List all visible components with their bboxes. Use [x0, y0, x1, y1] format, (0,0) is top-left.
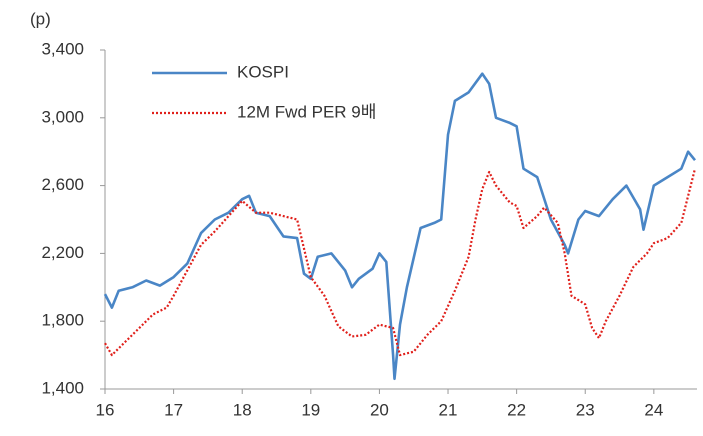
legend-label: 12M Fwd PER 9배	[237, 102, 376, 121]
legend-label: KOSPI	[237, 62, 289, 81]
y-tick-label: 2,200	[41, 243, 84, 262]
x-tick-label: 22	[507, 400, 526, 419]
x-tick-label: 21	[439, 400, 458, 419]
y-tick-label: 3,000	[41, 107, 84, 126]
y-unit-label: (p)	[30, 9, 51, 28]
x-tick-label: 23	[576, 400, 595, 419]
series-line	[103, 72, 697, 381]
y-tick-label: 1,800	[41, 311, 84, 330]
y-tick-label: 3,400	[41, 39, 84, 58]
x-tick-label: 17	[164, 400, 183, 419]
series-line	[104, 168, 697, 357]
x-tick-label: 16	[96, 400, 115, 419]
x-tick-label: 19	[301, 400, 320, 419]
x-tick-label: 24	[644, 400, 663, 419]
y-tick-label: 2,600	[41, 175, 84, 194]
y-tick-label: 1,400	[41, 378, 84, 397]
x-tick-label: 20	[370, 400, 389, 419]
x-tick-label: 18	[233, 400, 252, 419]
